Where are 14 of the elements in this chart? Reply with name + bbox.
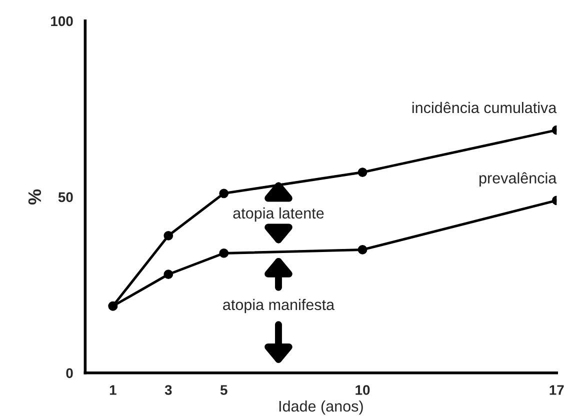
- series-label: prevalência: [479, 172, 557, 187]
- series-label: incidência cumulativa: [412, 102, 557, 114]
- x-tick-label: 3: [164, 385, 172, 395]
- x-tick-label: 10: [356, 385, 370, 395]
- y-tick-label: 50: [58, 192, 73, 202]
- y-tick-label: 0: [66, 368, 73, 378]
- annotation: atopia latente: [233, 207, 324, 222]
- x-tick-label: 1: [110, 385, 116, 395]
- y-axis-title: %: [28, 189, 42, 205]
- annotation: atopia manifesta: [223, 298, 335, 314]
- y-tick-label: 100: [51, 16, 73, 26]
- x-tick-label: 5: [220, 385, 228, 395]
- x-tick-label: 17: [550, 385, 564, 395]
- x-axis-title: Idade (anos): [279, 400, 363, 415]
